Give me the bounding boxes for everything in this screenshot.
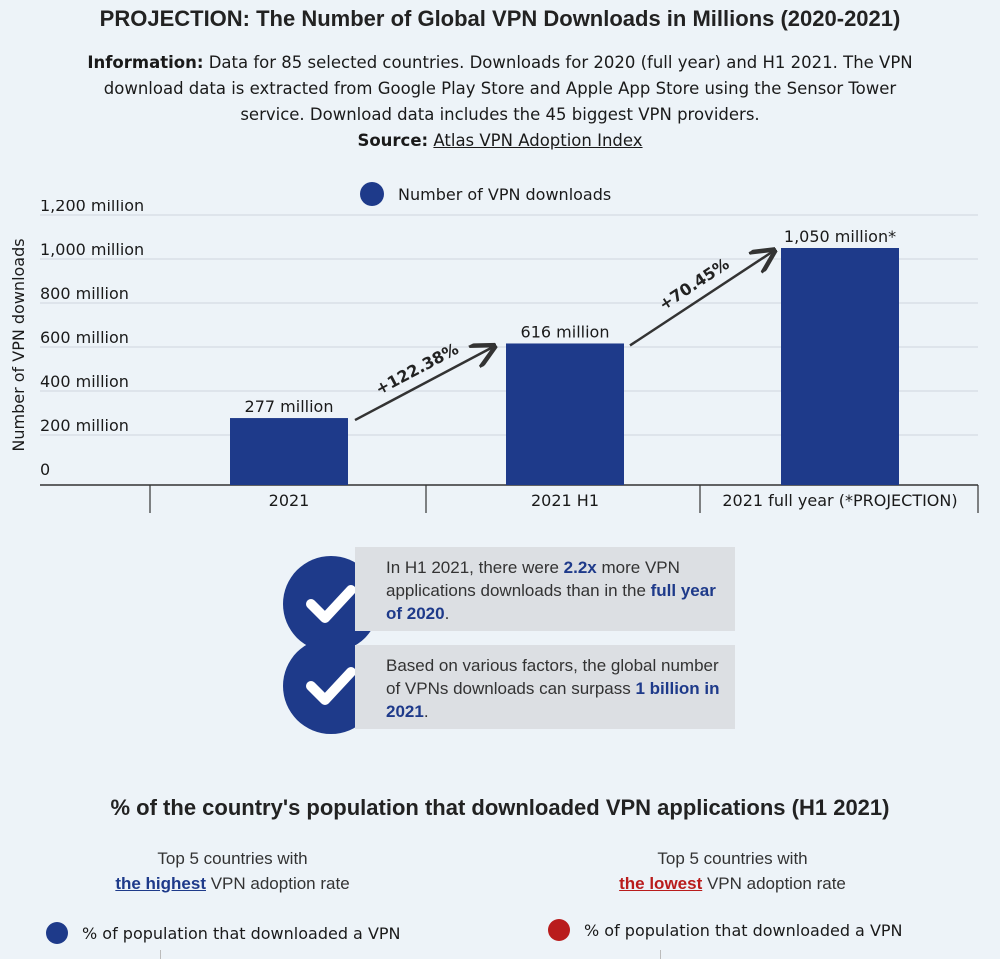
lowest-legend-label: % of population that downloaded a VPN bbox=[584, 920, 903, 940]
y-tick-label: 1,000 million bbox=[40, 240, 144, 259]
section-title: % of the country's population that downl… bbox=[110, 795, 890, 820]
highest-legend-dot bbox=[46, 922, 68, 944]
info-body: Data for 85 selected countries. Download… bbox=[103, 53, 913, 124]
callout-2-pre: Based on various factors, the global num… bbox=[386, 656, 719, 698]
legend-dot bbox=[360, 182, 384, 206]
lowest-legend-dot bbox=[548, 919, 570, 941]
highest-legend: % of population that downloaded a VPN bbox=[46, 922, 401, 944]
x-tick-label: 2021 bbox=[269, 491, 310, 510]
source-label: Source: bbox=[357, 131, 429, 150]
bar-data-label: 616 million bbox=[521, 322, 610, 341]
highest-legend-label: % of population that downloaded a VPN bbox=[82, 923, 401, 943]
growth-annotation: +122.38% bbox=[372, 339, 461, 398]
bar bbox=[230, 418, 348, 485]
check-icon bbox=[306, 667, 356, 705]
callout-text-1: In H1 2021, there were 2.2x more VPN app… bbox=[386, 556, 726, 625]
callout-box-1 bbox=[355, 547, 735, 631]
callout-1-mid: more VPN applications downloads than in … bbox=[386, 558, 680, 600]
callout-1-hl2: full year of 2020 bbox=[386, 581, 716, 623]
bar-chart: 0 200 million 400 million 600 million 800 mi… bbox=[9, 200, 979, 513]
y-tick-label: 200 million bbox=[40, 416, 129, 435]
lowest-legend: % of population that downloaded a VPN bbox=[548, 919, 903, 941]
y-tick-label: 600 million bbox=[40, 328, 129, 347]
lowest-line1: Top 5 countries with bbox=[657, 849, 808, 868]
bar-data-label: 1,050 million* bbox=[784, 227, 896, 246]
callout-1-hl1: 2.2x bbox=[563, 558, 597, 577]
divider-left bbox=[160, 950, 161, 959]
highest-rest: VPN adoption rate bbox=[206, 874, 350, 893]
y-tick-label: 1,200 million bbox=[40, 200, 144, 215]
x-tick-label: 2021 full year (*PROJECTION) bbox=[722, 491, 957, 510]
growth-arrow bbox=[354, 347, 492, 422]
source-link[interactable]: Atlas VPN Adoption Index bbox=[433, 131, 643, 150]
lowest-rest: VPN adoption rate bbox=[702, 874, 846, 893]
bar-data-label: 277 million bbox=[245, 397, 334, 416]
highest-line1: Top 5 countries with bbox=[157, 849, 308, 868]
y-axis-label: Number of VPN downloads bbox=[9, 238, 28, 451]
highest-subtitle: Top 5 countries with the highest VPN ado… bbox=[60, 846, 405, 896]
x-tick-label: 2021 H1 bbox=[531, 491, 599, 510]
bar bbox=[781, 248, 899, 485]
callout-1-pre: In H1 2021, there were bbox=[386, 558, 564, 577]
check-icon bbox=[306, 585, 356, 623]
y-tick-label: 0 bbox=[40, 460, 50, 479]
page-title: PROJECTION: The Number of Global VPN Dow… bbox=[99, 6, 901, 31]
growth-arrow bbox=[629, 252, 772, 347]
highest-highlight: the highest bbox=[115, 874, 206, 893]
callout-1-post: . bbox=[444, 604, 450, 623]
callout-2-post: . bbox=[423, 702, 429, 721]
lowest-highlight: the lowest bbox=[619, 874, 703, 893]
y-tick-label: 800 million bbox=[40, 284, 129, 303]
callout-box-2 bbox=[355, 645, 735, 729]
info-label: Information: bbox=[87, 53, 204, 72]
divider-right bbox=[660, 950, 661, 959]
chart-legend: Number of VPN downloads bbox=[360, 182, 611, 206]
bar bbox=[506, 343, 624, 485]
legend-label: Number of VPN downloads bbox=[398, 184, 612, 204]
info-text: Information: Data for 85 selected countr… bbox=[80, 50, 920, 154]
callout-text-2: Based on various factors, the global num… bbox=[386, 654, 726, 723]
y-tick-label: 400 million bbox=[40, 372, 129, 391]
callout-2-hl1: 1 billion in 2021 bbox=[386, 679, 720, 721]
lowest-subtitle: Top 5 countries with the lowest VPN adop… bbox=[560, 846, 905, 896]
